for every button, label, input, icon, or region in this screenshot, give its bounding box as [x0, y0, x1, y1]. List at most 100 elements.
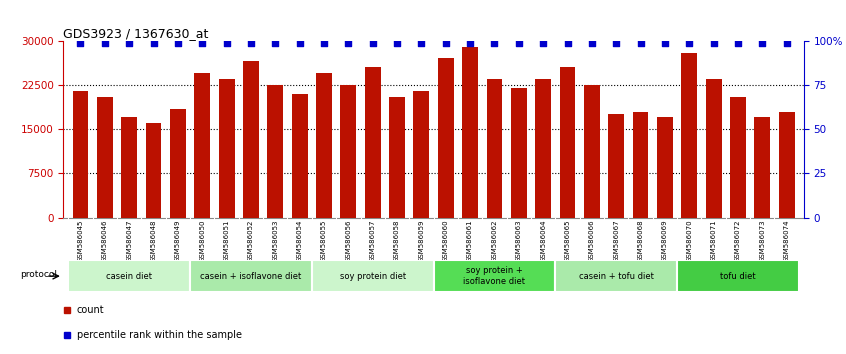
Bar	[677, 260, 799, 292]
Text: GSM586060: GSM586060	[442, 220, 448, 262]
Text: GDS3923 / 1367630_at: GDS3923 / 1367630_at	[63, 27, 209, 40]
Text: GSM586065: GSM586065	[564, 220, 570, 262]
Point	[512, 40, 525, 46]
Point	[171, 40, 184, 46]
Bar	[218, 79, 234, 218]
Point	[707, 40, 721, 46]
Text: GSM586063: GSM586063	[516, 220, 522, 262]
Text: GSM586061: GSM586061	[467, 220, 473, 262]
Bar	[195, 73, 210, 218]
Point	[268, 40, 282, 46]
Point	[464, 40, 477, 46]
Text: count: count	[77, 305, 104, 315]
Bar	[511, 88, 527, 218]
Bar	[536, 79, 551, 218]
Point	[731, 40, 744, 46]
Point	[609, 40, 623, 46]
Bar	[316, 73, 332, 218]
Text: GSM586064: GSM586064	[540, 220, 547, 262]
Point	[123, 40, 136, 46]
Bar	[706, 79, 722, 218]
Bar	[97, 97, 113, 218]
Point	[780, 40, 794, 46]
Bar	[559, 67, 575, 218]
Bar	[190, 260, 312, 292]
Point	[98, 40, 112, 46]
Point	[683, 40, 696, 46]
Point	[561, 40, 574, 46]
Text: GSM586053: GSM586053	[272, 220, 278, 262]
Point	[220, 40, 233, 46]
Point	[342, 40, 355, 46]
Text: GSM586058: GSM586058	[394, 220, 400, 262]
Point	[439, 40, 453, 46]
Text: casein + tofu diet: casein + tofu diet	[579, 272, 654, 281]
Point	[74, 40, 87, 46]
Text: GSM586051: GSM586051	[223, 220, 229, 262]
Text: GSM586056: GSM586056	[345, 220, 351, 262]
Text: GSM586067: GSM586067	[613, 220, 619, 262]
Bar	[584, 85, 600, 218]
Text: GSM586047: GSM586047	[126, 220, 132, 262]
Text: protocol: protocol	[19, 270, 57, 279]
Bar	[267, 85, 283, 218]
Text: casein + isoflavone diet: casein + isoflavone diet	[201, 272, 301, 281]
Bar	[433, 260, 555, 292]
Bar	[462, 47, 478, 218]
Text: GSM586072: GSM586072	[735, 220, 741, 262]
Text: GSM586054: GSM586054	[297, 220, 303, 262]
Bar	[365, 67, 381, 218]
Bar	[170, 109, 186, 218]
Bar	[608, 114, 624, 218]
Text: GSM586062: GSM586062	[492, 220, 497, 262]
Bar	[121, 118, 137, 218]
Text: GSM586046: GSM586046	[102, 220, 107, 262]
Bar	[555, 260, 677, 292]
Bar	[657, 118, 673, 218]
Bar	[414, 91, 429, 218]
Point	[390, 40, 404, 46]
Text: GSM586074: GSM586074	[783, 220, 789, 262]
Point	[415, 40, 428, 46]
Point	[366, 40, 380, 46]
Text: soy protein diet: soy protein diet	[339, 272, 406, 281]
Point	[195, 40, 209, 46]
Text: GSM586045: GSM586045	[78, 220, 84, 262]
Point	[536, 40, 550, 46]
Point	[755, 40, 769, 46]
Bar	[73, 91, 89, 218]
Text: percentile rank within the sample: percentile rank within the sample	[77, 330, 242, 339]
Bar	[312, 260, 433, 292]
Text: GSM586073: GSM586073	[760, 220, 766, 262]
Text: GSM586068: GSM586068	[638, 220, 644, 262]
Text: GSM586057: GSM586057	[370, 220, 376, 262]
Text: casein diet: casein diet	[107, 272, 152, 281]
Text: tofu diet: tofu diet	[720, 272, 755, 281]
Text: GSM586048: GSM586048	[151, 220, 157, 262]
Bar	[778, 112, 794, 218]
Bar	[146, 123, 162, 218]
Point	[244, 40, 258, 46]
Text: GSM586070: GSM586070	[686, 220, 692, 262]
Point	[293, 40, 306, 46]
Bar	[755, 118, 770, 218]
Bar	[292, 94, 308, 218]
Bar	[389, 97, 405, 218]
Point	[487, 40, 501, 46]
Bar	[730, 97, 746, 218]
Bar	[438, 58, 453, 218]
Text: soy protein +
isoflavone diet: soy protein + isoflavone diet	[464, 267, 525, 286]
Point	[585, 40, 599, 46]
Bar	[633, 112, 649, 218]
Bar	[340, 85, 356, 218]
Point	[317, 40, 331, 46]
Bar	[486, 79, 503, 218]
Text: GSM586049: GSM586049	[175, 220, 181, 262]
Text: GSM586066: GSM586066	[589, 220, 595, 262]
Bar	[243, 61, 259, 218]
Point	[634, 40, 647, 46]
Point	[146, 40, 160, 46]
Bar	[69, 260, 190, 292]
Text: GSM586069: GSM586069	[662, 220, 667, 262]
Text: GSM586071: GSM586071	[711, 220, 717, 262]
